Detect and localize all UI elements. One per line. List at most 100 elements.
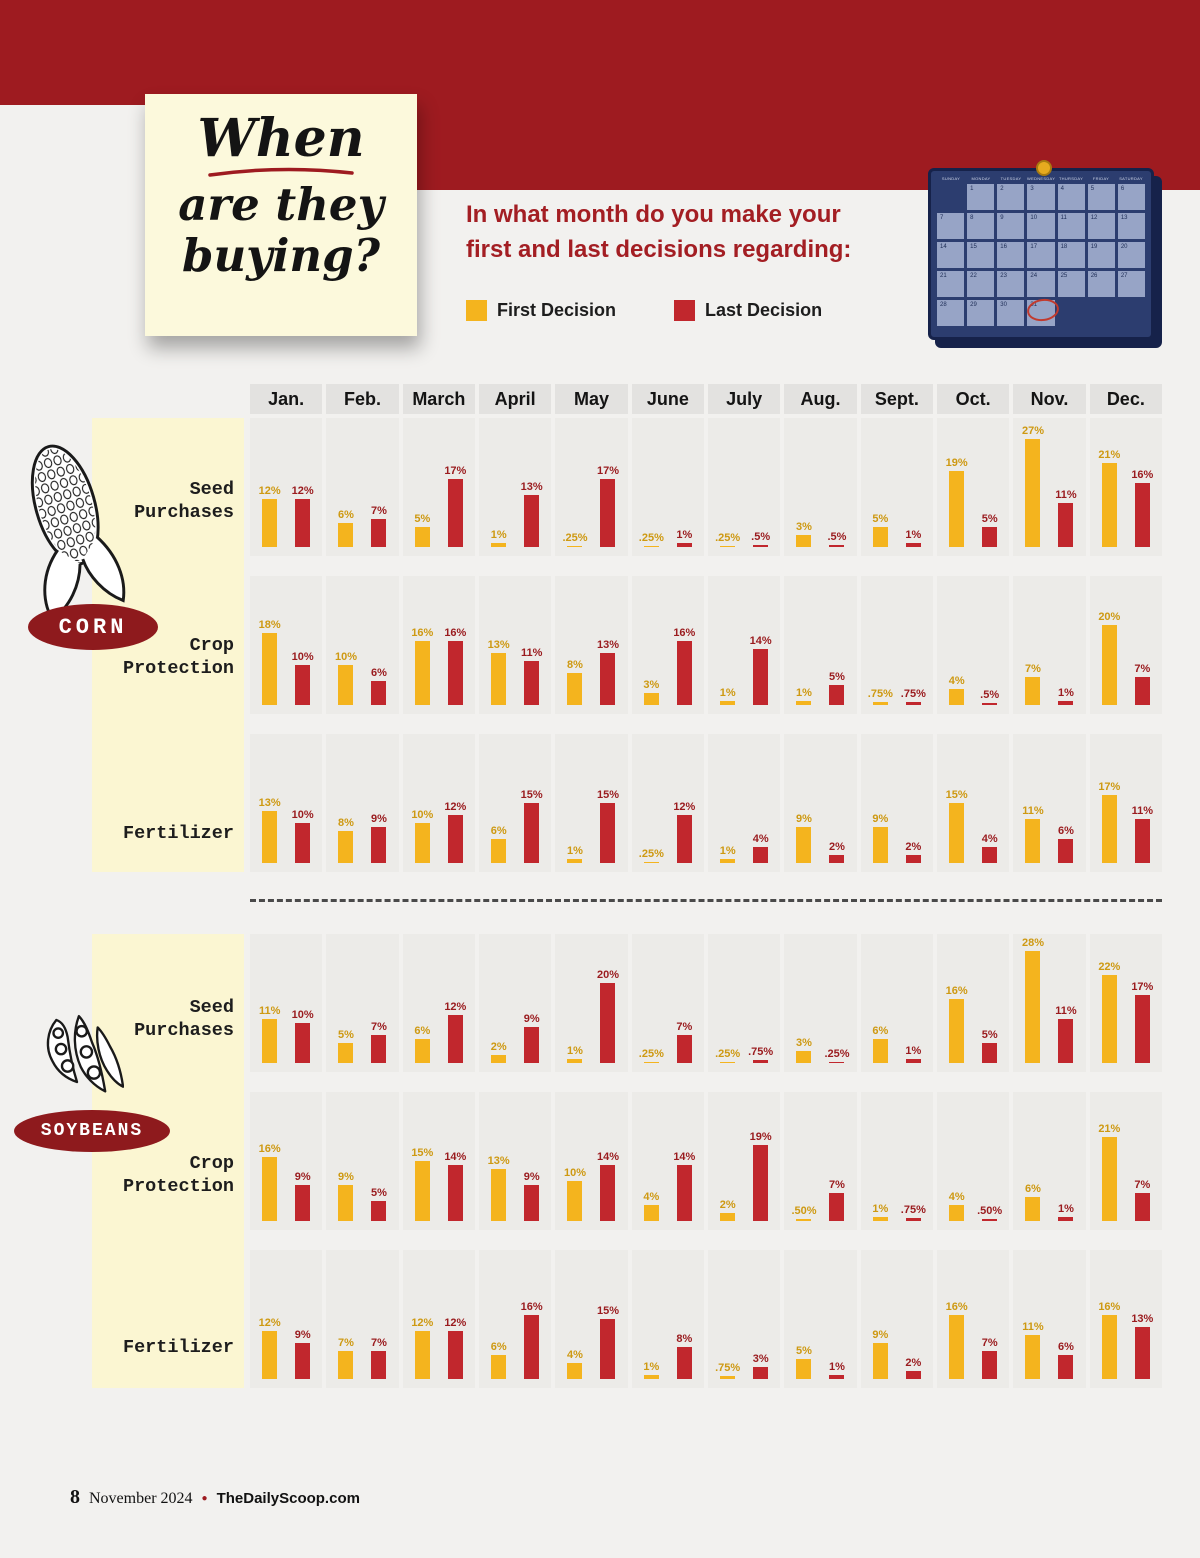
first-decision-bar — [338, 665, 354, 705]
bar-value-label: 1% — [1058, 686, 1074, 699]
bar-group: 6% — [406, 1025, 439, 1063]
bar-value-label: 16% — [444, 626, 467, 639]
calendar-cell: 19 — [1087, 242, 1115, 268]
bar-value-label: 16% — [258, 1142, 281, 1155]
bar-group: 7% — [329, 1337, 362, 1379]
bar-group: 7% — [362, 1337, 395, 1379]
issue-date: November 2024 — [89, 1490, 193, 1507]
chart-cell: 7% 7% — [326, 1250, 399, 1388]
chart-cell: 1% .75% — [860, 1092, 933, 1230]
bar-value-label: 10% — [291, 1008, 314, 1021]
bar-value-label: 17% — [444, 464, 467, 477]
bar-value-label: 18% — [258, 618, 281, 631]
bar-value-label: 9% — [294, 1328, 311, 1341]
row-label-corn-seed-purchases: Seed Purchases — [134, 479, 234, 524]
bar-group: 14% — [668, 1151, 701, 1221]
bar-group: .25% — [558, 532, 591, 547]
bar-group: 1% — [1049, 1203, 1082, 1221]
last-decision-bar — [371, 1351, 387, 1379]
bar-group: 11% — [1126, 805, 1159, 863]
last-decision-bar — [829, 1193, 845, 1221]
calendar-cell: 23 — [997, 271, 1025, 297]
bar-group: 16% — [1093, 1301, 1126, 1379]
bar-group: 5% — [864, 513, 897, 547]
banner-left — [0, 0, 390, 105]
bar-group: .75% — [897, 688, 930, 705]
bar-group: 19% — [744, 1131, 777, 1221]
bar-value-label: 12% — [673, 800, 696, 813]
bar-value-label: 6% — [490, 824, 507, 837]
chart-cell: 5% 7% — [326, 934, 399, 1072]
last-decision-swatch — [674, 300, 696, 321]
soybean-pods-icon — [46, 1015, 124, 1093]
bar-value-label: 28% — [1021, 936, 1044, 949]
first-decision-bar — [338, 523, 354, 547]
last-decision-bar — [524, 1027, 540, 1063]
bar-value-label: .25% — [638, 847, 664, 860]
bar-group: 1% — [787, 687, 820, 705]
last-decision-bar — [295, 1185, 311, 1221]
bar-value-label: 19% — [945, 456, 968, 469]
bar-group: 11% — [515, 647, 548, 705]
bar-group: 8% — [329, 817, 362, 863]
calendar-day-row: SUNDAY MONDAY TUESDAY WEDNESDAY THURSDAY FRID… — [937, 176, 1145, 181]
bar-group: 13% — [482, 639, 515, 705]
bar-value-label: 9% — [872, 812, 889, 825]
first-decision-bar — [949, 1205, 965, 1221]
chart-cell: 3% .5% — [784, 418, 857, 556]
bar-group: 19% — [940, 457, 973, 547]
first-decision-bar — [872, 827, 888, 863]
last-decision-bar — [295, 1023, 311, 1063]
legend-first-decision: First Decision — [466, 300, 616, 321]
calendar-cell: 24 — [1027, 271, 1055, 297]
last-decision-bar — [295, 823, 311, 863]
bar-group: 9% — [362, 813, 395, 863]
section-divider — [250, 899, 1162, 902]
last-decision-bar — [753, 1367, 769, 1379]
bar-group: 7% — [362, 1021, 395, 1063]
chart-cell: 3% .25% — [784, 934, 857, 1072]
note-title-line1: When — [197, 108, 365, 169]
last-decision-bar — [676, 1035, 692, 1063]
survey-question-line2: first and last decisions regarding: — [466, 235, 852, 263]
bar-group: 16% — [940, 985, 973, 1063]
last-decision-bar — [905, 1371, 921, 1379]
first-decision-bar — [643, 693, 659, 705]
calendar-cell: 2 — [997, 184, 1025, 210]
bar-value-label: 7% — [371, 1336, 387, 1349]
chart-cell: .25% 7% — [631, 934, 704, 1072]
chart-cell: 11% 6% — [1013, 734, 1086, 872]
bar-group: 9% — [515, 1171, 548, 1221]
bar-value-label: 20% — [1098, 610, 1121, 623]
last-decision-bar — [447, 1331, 463, 1379]
last-decision-bar — [1058, 1019, 1074, 1063]
first-decision-bar — [414, 823, 430, 863]
bar-value-label: 4% — [981, 832, 998, 845]
row-label-soy-crop-protection: Crop Protection — [122, 1153, 234, 1198]
corn-cob-icon — [30, 444, 126, 621]
bar-value-label: 6% — [1058, 1340, 1074, 1353]
first-decision-bar — [1101, 463, 1117, 547]
bar-value-label: 11% — [1022, 804, 1044, 817]
last-decision-bar — [676, 543, 692, 547]
first-decision-bar — [949, 1315, 965, 1379]
bar-value-label: .25% — [715, 1047, 741, 1060]
bar-value-label: 5% — [872, 512, 889, 525]
last-decision-bar — [829, 1375, 845, 1379]
chart-cell: 11% 6% — [1013, 1250, 1086, 1388]
calendar-cell: 18 — [1057, 242, 1085, 268]
chart-cell: 5% 17% — [402, 418, 475, 556]
chart-cell: .25% .5% — [708, 418, 781, 556]
first-decision-bar — [338, 831, 354, 863]
first-decision-bar — [1025, 677, 1041, 705]
calendar-grid: 1 2 3 4 5 6 7 8 9 10 11 12 13 14 15 16 17 18 19 20 21 22 23 24 2… — [937, 184, 1145, 326]
bar-group: 4% — [940, 1191, 973, 1221]
last-decision-bar — [1058, 701, 1074, 705]
chart-cell: 28% 11% — [1013, 934, 1086, 1072]
chart-cell: 6% 15% — [479, 734, 552, 872]
bar-value-label: 10% — [563, 1166, 586, 1179]
bar-value-label: .50% — [791, 1204, 817, 1217]
bar-value-label: 14% — [444, 1150, 467, 1163]
bar-value-label: 12% — [291, 484, 314, 497]
first-decision-bar — [567, 859, 583, 863]
